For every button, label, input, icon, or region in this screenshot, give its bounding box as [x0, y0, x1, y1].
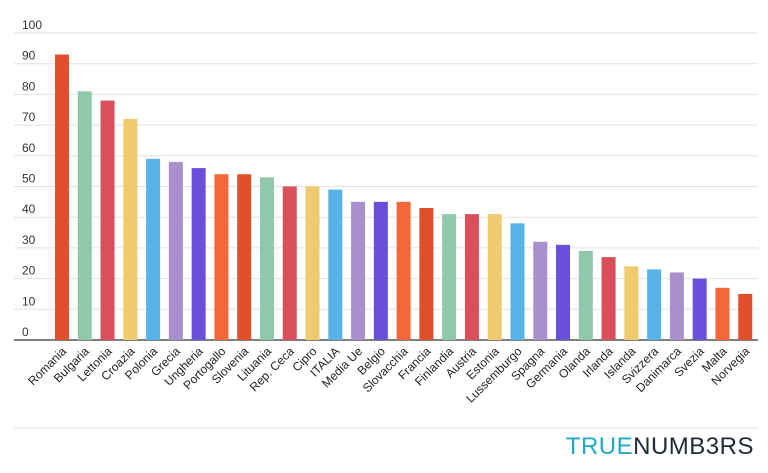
- logo-part2: NUMB3RS: [633, 433, 754, 460]
- bar-lussemburgo: [510, 223, 525, 340]
- bar-italia: [328, 189, 343, 340]
- y-tick-label: 20: [22, 264, 36, 278]
- bar-cipro: [305, 186, 320, 340]
- bar-lituania: [259, 177, 274, 340]
- bar-svezia: [692, 278, 707, 340]
- bar-francia: [419, 207, 434, 340]
- bar-norvegia: [738, 293, 753, 340]
- y-tick-label: 60: [22, 141, 36, 155]
- y-tick-label: 10: [22, 294, 36, 308]
- bar-slovenia: [237, 174, 252, 340]
- logo-part1: TRUE: [565, 433, 634, 460]
- bar-germania: [556, 244, 571, 340]
- bar-slovacchia: [396, 201, 411, 340]
- y-tick-label: 70: [22, 110, 36, 124]
- bar-croazia: [123, 118, 138, 341]
- bar-islanda: [624, 266, 639, 340]
- bar-ungheria: [191, 168, 206, 340]
- bar-polonia: [146, 158, 161, 340]
- bar-romania: [55, 54, 69, 341]
- y-tick-label: 30: [22, 233, 36, 247]
- bar-rep-ceca: [282, 186, 297, 340]
- bar-finlandia: [442, 214, 457, 340]
- bar-olanda: [578, 250, 593, 340]
- y-tick-label: 0: [22, 325, 29, 339]
- bar-media-ue: [351, 201, 366, 340]
- y-tick-label: 40: [22, 202, 36, 216]
- truenumbers-logo: TRUENUMB3RS: [566, 433, 754, 461]
- bar-spagna: [533, 241, 548, 340]
- x-axis: RomaniaBulgariaLettoniaCroaziaPoloniaGre…: [25, 344, 752, 406]
- y-tick-label: 90: [22, 49, 36, 63]
- bar-austria: [464, 214, 479, 340]
- y-axis: 0 10 20 30 40 50 60 70 80 90 100: [22, 18, 42, 339]
- bar-svizzera: [647, 269, 662, 340]
- bar-irlanda: [601, 257, 616, 340]
- bar-danimarca: [669, 272, 684, 340]
- bars: [55, 54, 753, 341]
- bar-bulgaria: [77, 91, 92, 340]
- bar-estonia: [487, 214, 502, 340]
- y-tick-label: 50: [22, 172, 36, 186]
- bar-grecia: [168, 161, 183, 340]
- bar-malta: [715, 287, 730, 340]
- y-tick-label: 80: [22, 79, 36, 93]
- bar-belgio: [373, 201, 388, 340]
- y-tick-label: 100: [22, 18, 42, 32]
- bar-portogallo: [214, 174, 229, 340]
- bar-lettonia: [100, 100, 115, 340]
